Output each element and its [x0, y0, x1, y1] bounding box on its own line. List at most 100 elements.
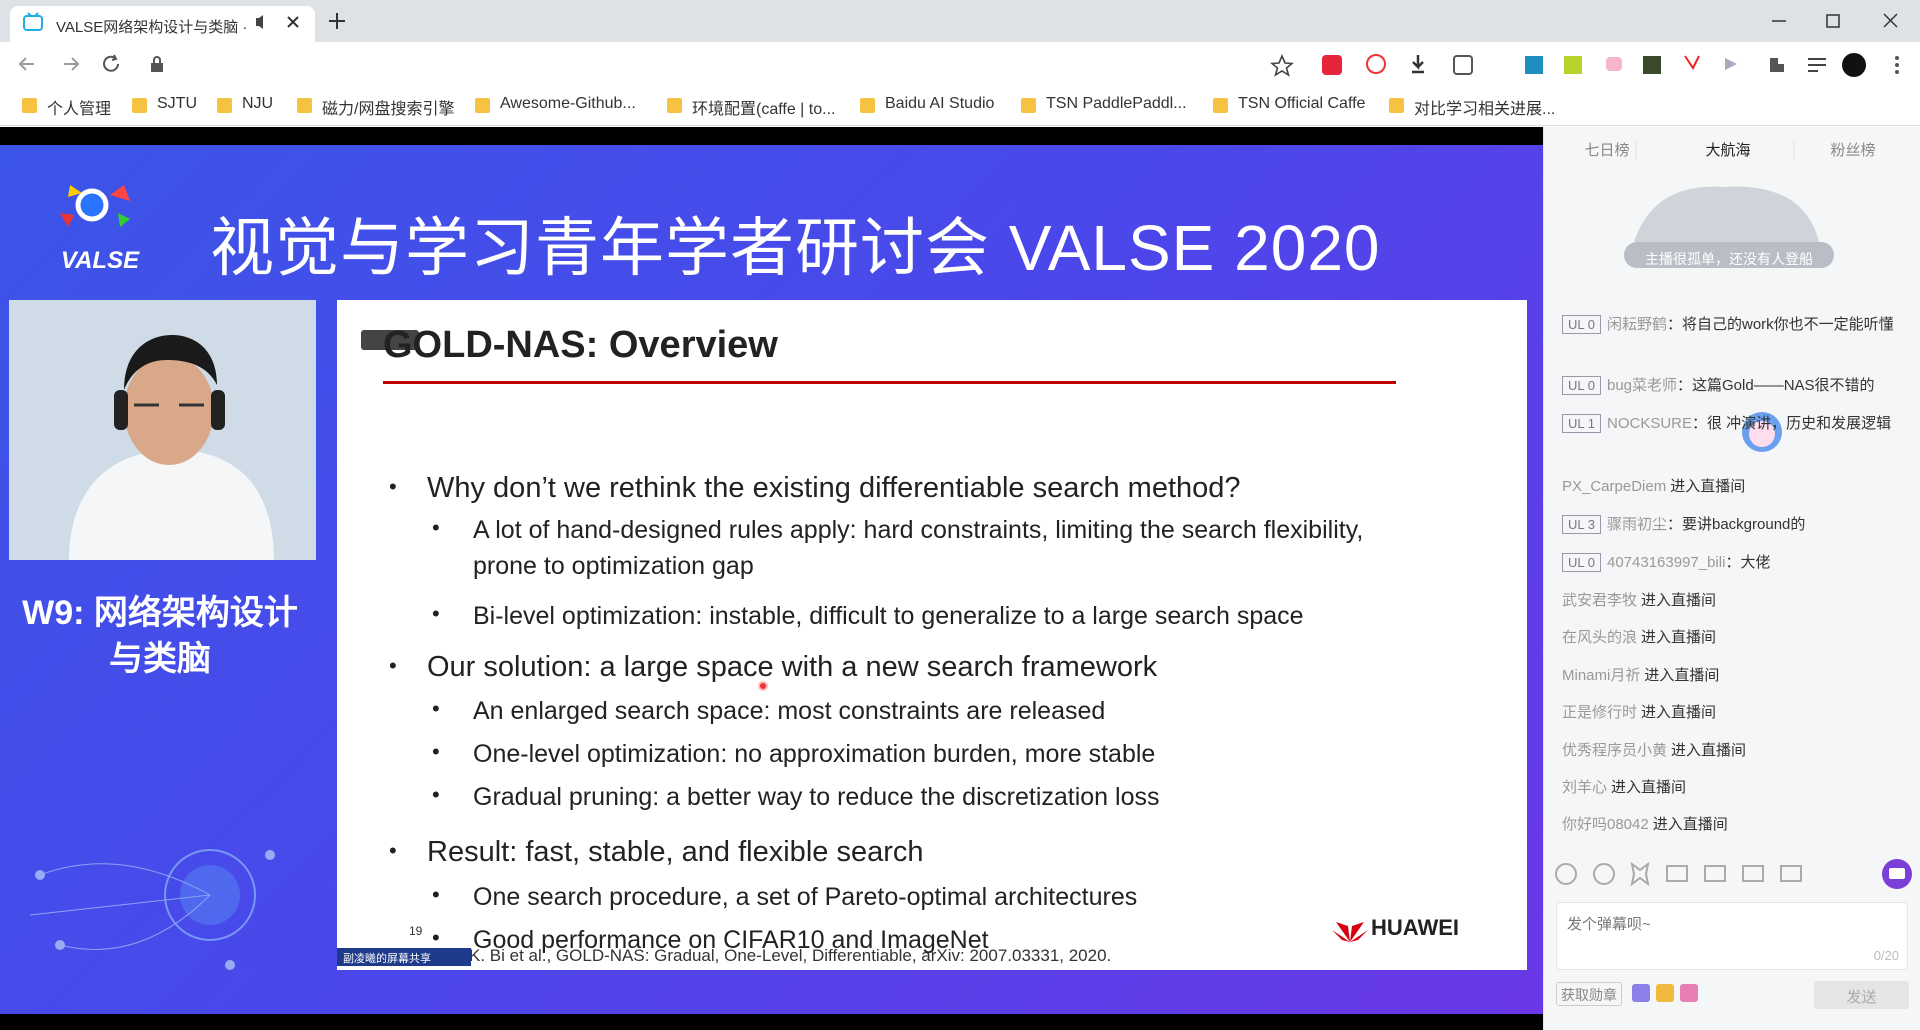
sub-bullet: •	[432, 882, 440, 907]
username: 武安君李牧	[1562, 592, 1638, 609]
bookmarks-bar: 个人管理 SJTU NJU 磁力/网盘搜索引擎 Awesome-Github... 环境配…	[0, 86, 1920, 126]
bookmark-icon	[1021, 98, 1036, 113]
chat-message: UL 0 闲耘野鹤：将自己的work你也不一定能听懂	[1562, 313, 1907, 337]
badge-icons[interactable]	[1632, 983, 1698, 1005]
tab-controls[interactable]	[250, 12, 310, 32]
sub-bullet-text: Good performance on CIFAR10 and ImageNet	[473, 926, 989, 954]
username: NOCKSURE	[1606, 415, 1692, 432]
video-player[interactable]: VALSE 视觉与学习青年学者研讨会 VALSE 2020 W9: 网络架构设计…	[0, 127, 1543, 1030]
valse-logo: VALSE	[60, 185, 140, 274]
tab-icon	[23, 12, 43, 31]
bookmark[interactable]: 磁力/网盘搜索引擎	[322, 101, 455, 118]
session-title: W9: 网络架构设计	[22, 594, 298, 632]
nav-buttons[interactable]	[14, 52, 124, 76]
rec-indicator	[361, 330, 419, 350]
username: 优秀程序员小黄	[1562, 742, 1668, 759]
bookmark-icon	[860, 98, 875, 113]
sub-bullet-text: Gradual pruning: a better way to reduce …	[473, 783, 1160, 811]
sidebar: 主播很孤单，还没有人登船 发个弹幕呗~ 0/20 获取勋章 发送 七日榜 大航海 粉…	[1543, 127, 1920, 1030]
danmaku-input[interactable]: 发个弹幕呗~ 0/20	[1556, 902, 1908, 970]
username: Minami月祈	[1562, 667, 1641, 684]
window-controls[interactable]	[1760, 8, 1920, 34]
lock-icon	[151, 56, 163, 72]
chat-message: UL 3 骤雨初尘：要讲background的	[1562, 513, 1907, 537]
send-button[interactable]: 发送	[1814, 981, 1909, 1009]
bookmark[interactable]: 个人管理	[47, 101, 112, 118]
message-text: 进入直播间	[1644, 667, 1720, 684]
chat-message: UL 0 bug菜老师：这篇Gold——NAS很不错的	[1562, 374, 1907, 398]
message-text: ：很 冲演讲，历史和发展逻辑	[1692, 415, 1892, 432]
bookmark-icon	[22, 98, 37, 113]
chat-message: 优秀程序员小黄 进入直播间	[1562, 739, 1907, 763]
presenter	[69, 335, 274, 560]
bookmark-icon	[132, 98, 147, 113]
pointer	[758, 681, 768, 691]
bookmark[interactable]: 对比学习相关进展...	[1414, 101, 1556, 118]
char-counter: 0/20	[1873, 948, 1899, 963]
page-number: 19	[409, 924, 423, 938]
message-text: 进入直播间	[1641, 629, 1717, 646]
extensions[interactable]	[1320, 50, 1910, 80]
user-badge: UL 0	[1562, 315, 1601, 334]
citation: K. Bi et al., GOLD-NAS: Gradual, One-Lev…	[469, 946, 1112, 965]
slide: GOLD-NAS: Overview 19 HUAWEI K. Bi et al…	[337, 300, 1527, 970]
chat-message: 你好吗08042 进入直播间	[1562, 813, 1907, 837]
sub-bullet-text: A lot of hand-designed rules apply: hard…	[473, 516, 1364, 580]
username: 骤雨初尘	[1606, 516, 1667, 533]
message-text: 进入直播间	[1671, 742, 1747, 759]
sub-bullet: •	[432, 739, 440, 764]
bookmark-star[interactable]	[1270, 54, 1294, 78]
bullet: •	[389, 838, 397, 863]
username: bug菜老师	[1606, 377, 1678, 394]
chat-message: UL 0 40743163997_bili：大佬	[1562, 551, 1907, 575]
empty-illustration	[1624, 186, 1834, 268]
sub-bullet-text: One-level optimization: no approximation…	[473, 740, 1156, 768]
bookmark[interactable]: 环境配置(caffe | to...	[692, 101, 836, 118]
sub-bullet-text: Bi-level optimization: instable, difficu…	[473, 602, 1304, 630]
bullet: •	[389, 653, 397, 678]
user-badge: UL 0	[1562, 376, 1601, 395]
title-rule	[383, 381, 1396, 384]
bookmark-icon	[297, 98, 312, 113]
browser-tab[interactable]: VALSE网络架构设计与类脑 ·	[10, 6, 315, 42]
sub-bullet: •	[432, 601, 440, 626]
bookmark[interactable]: TSN Official Caffe	[1238, 95, 1366, 112]
username: 刘羊心	[1562, 779, 1608, 796]
bullet-text: Our solution: a large space with a new s…	[427, 651, 1158, 683]
chat-message: UL 1 NOCKSURE：很 冲演讲，历史和发展逻辑	[1562, 412, 1907, 436]
sub-bullet: •	[432, 782, 440, 807]
chat-message: PX_CarpeDiem 进入直播间	[1562, 475, 1907, 499]
sidebar-tab[interactable]: 粉丝榜	[1830, 142, 1876, 159]
bookmark[interactable]: Baidu AI Studio	[885, 95, 995, 112]
brain-graphic	[29, 849, 275, 970]
message-text: ：大佬	[1725, 554, 1771, 571]
chat-message: Minami月祈 进入直播间	[1562, 664, 1907, 688]
slide-title: GOLD-NAS: Overview	[383, 324, 778, 366]
sidebar-tab[interactable]: 大航海	[1705, 142, 1751, 159]
medal-button[interactable]: 获取勋章	[1556, 982, 1622, 1006]
huawei-logo	[1332, 922, 1368, 942]
new-tab[interactable]	[326, 10, 348, 32]
message-text: 进入直播间	[1652, 816, 1728, 833]
empty-text: 主播很孤单，还没有人登船	[1645, 251, 1813, 267]
bookmark[interactable]: Awesome-Github...	[500, 95, 636, 112]
sub-bullet: •	[432, 515, 440, 540]
message-text: ：将自己的work你也不一定能听懂	[1667, 316, 1894, 333]
message-text: ：这篇Gold——NAS很不错的	[1677, 377, 1875, 394]
bookmark-icon	[475, 98, 490, 113]
bookmark-icon	[667, 98, 682, 113]
sub-bullet: •	[432, 925, 440, 950]
bookmark[interactable]: TSN PaddlePaddl...	[1046, 95, 1187, 112]
sub-bullet-text: An enlarged search space: most constrain…	[473, 697, 1106, 725]
username: 正是修行时	[1562, 704, 1638, 721]
bookmark[interactable]: SJTU	[157, 95, 197, 112]
bookmark[interactable]: NJU	[242, 95, 274, 112]
user-badge: UL 3	[1562, 515, 1601, 534]
session-title: 与类脑	[109, 640, 211, 678]
sidebar-tab[interactable]: 七日榜	[1584, 142, 1630, 159]
address-bar: live.bilibili.com/22300737?visit_id=jew5…	[0, 42, 1920, 122]
share-tag: 副凌曦的屏幕共享	[337, 948, 471, 966]
input-placeholder: 发个弹幕呗~	[1567, 916, 1651, 933]
user-badge: UL 0	[1562, 553, 1601, 572]
